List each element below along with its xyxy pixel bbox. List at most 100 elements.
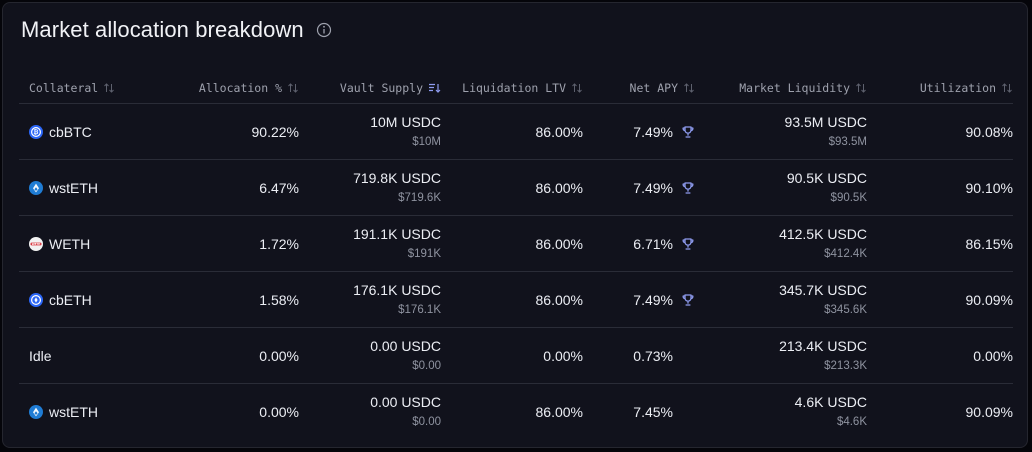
market-liquidity-usd: $90.5K xyxy=(830,191,867,204)
trophy-icon[interactable] xyxy=(681,181,695,195)
liquidation-ltv-value: 86.00% xyxy=(535,179,583,196)
column-header-market-liquidity[interactable]: Market Liquidity xyxy=(695,81,867,95)
net-apy-cell: 7.45% xyxy=(583,404,695,420)
vault-supply-usd: $10M xyxy=(412,135,441,148)
market-liquidity-cell: 345.7K USDC $345.6K xyxy=(695,282,867,318)
collateral-cell: ₿ cbBTC xyxy=(19,124,139,140)
market-liquidity-cell: 93.5M USDC $93.5M xyxy=(695,114,867,150)
market-liquidity-value: 345.7K USDC xyxy=(779,281,867,298)
vault-supply-value: 10M USDC xyxy=(370,113,441,130)
net-apy-value: 0.73% xyxy=(633,347,673,364)
collateral-cell: WETH WETH xyxy=(19,236,139,252)
market-liquidity-usd: $345.6K xyxy=(824,303,867,316)
vault-supply-usd: $191K xyxy=(407,247,441,260)
table-row[interactable]: cbETH 1.58% 176.1K USDC $176.1K 86.00% 7… xyxy=(19,272,1013,328)
net-apy-cell: 7.49% xyxy=(583,292,695,308)
allocation-value: 1.58% xyxy=(259,291,299,308)
cbeth-icon xyxy=(29,292,43,307)
sort-descending-icon[interactable] xyxy=(428,82,441,94)
wsteth-icon xyxy=(29,404,43,419)
table-row[interactable]: ₿ cbBTC 90.22% 10M USDC $10M 86.00% 7.49… xyxy=(19,104,1013,160)
allocation-value: 1.72% xyxy=(259,235,299,252)
collateral-cell: cbETH xyxy=(19,292,139,308)
sort-icon[interactable] xyxy=(855,82,867,94)
market-liquidity-cell: 213.4K USDC $213.3K xyxy=(695,338,867,374)
sort-icon[interactable] xyxy=(287,82,299,94)
svg-text:₿: ₿ xyxy=(34,129,39,136)
trophy-icon[interactable] xyxy=(681,293,695,307)
vault-supply-cell: 176.1K USDC $176.1K xyxy=(299,282,441,318)
sort-icon[interactable] xyxy=(1001,82,1013,94)
liquidation-ltv-value: 86.00% xyxy=(535,291,583,308)
collateral-name: wstETH xyxy=(49,403,98,420)
vault-supply-cell: 191.1K USDC $191K xyxy=(299,226,441,262)
market-liquidity-usd: $412.4K xyxy=(824,247,867,260)
net-apy-cell: 7.49% xyxy=(583,124,695,140)
column-header-vault-supply[interactable]: Vault Supply xyxy=(299,81,441,95)
table-row[interactable]: wstETH 6.47% 719.8K USDC $719.6K 86.00% … xyxy=(19,160,1013,216)
table-row[interactable]: wstETH 0.00% 0.00 USDC $0.00 86.00% 7.45… xyxy=(19,384,1013,439)
market-liquidity-value: 4.6K USDC xyxy=(794,393,867,410)
cbbtc-icon: ₿ xyxy=(29,124,43,139)
market-liquidity-value: 412.5K USDC xyxy=(779,225,867,242)
market-liquidity-usd: $93.5M xyxy=(828,135,867,148)
panel-header: Market allocation breakdown xyxy=(21,17,332,43)
collateral-name: wstETH xyxy=(49,179,98,196)
allocation-value: 0.00% xyxy=(259,403,299,420)
vault-supply-usd: $0.00 xyxy=(412,359,441,372)
vault-supply-value: 719.8K USDC xyxy=(353,169,441,186)
table-header: Collateral Allocation % Vault Supply Liq… xyxy=(19,73,1013,104)
market-liquidity-value: 93.5M USDC xyxy=(784,113,867,130)
market-liquidity-usd: $4.6K xyxy=(836,415,867,428)
column-header-net-apy[interactable]: Net APY xyxy=(583,81,695,95)
column-label: Market Liquidity xyxy=(739,81,850,95)
net-apy-value: 7.49% xyxy=(633,123,673,140)
column-header-allocation[interactable]: Allocation % xyxy=(139,81,299,95)
liquidation-ltv-value: 0.00% xyxy=(543,347,583,364)
vault-supply-cell: 0.00 USDC $0.00 xyxy=(299,394,441,430)
market-liquidity-cell: 412.5K USDC $412.4K xyxy=(695,226,867,262)
column-label: Liquidation LTV xyxy=(462,81,566,95)
utilization-value: 90.08% xyxy=(965,123,1013,140)
allocation-table: Collateral Allocation % Vault Supply Liq… xyxy=(19,73,1013,439)
net-apy-value: 7.49% xyxy=(633,179,673,196)
liquidation-ltv-value: 86.00% xyxy=(535,235,583,252)
vault-supply-value: 0.00 USDC xyxy=(370,337,441,354)
allocation-value: 90.22% xyxy=(251,123,299,140)
column-label: Collateral xyxy=(29,81,99,95)
trophy-icon[interactable] xyxy=(681,237,695,251)
vault-supply-value: 176.1K USDC xyxy=(353,281,441,298)
vault-supply-value: 191.1K USDC xyxy=(353,225,441,242)
market-liquidity-cell: 4.6K USDC $4.6K xyxy=(695,394,867,430)
column-header-utilization[interactable]: Utilization xyxy=(867,81,1013,95)
svg-text:WETH: WETH xyxy=(32,242,41,246)
collateral-name: cbETH xyxy=(49,291,92,308)
trophy-icon[interactable] xyxy=(681,125,695,139)
market-liquidity-usd: $213.3K xyxy=(824,359,867,372)
sort-icon[interactable] xyxy=(683,82,695,94)
column-label: Vault Supply xyxy=(339,81,423,95)
vault-supply-cell: 719.8K USDC $719.6K xyxy=(299,170,441,206)
allocation-value: 6.47% xyxy=(259,179,299,196)
net-apy-value: 7.49% xyxy=(633,291,673,308)
column-header-liquidation-ltv[interactable]: Liquidation LTV xyxy=(441,81,583,95)
utilization-value: 90.10% xyxy=(965,179,1013,196)
info-icon[interactable] xyxy=(316,22,332,38)
utilization-value: 0.00% xyxy=(973,347,1013,364)
collateral-name: Idle xyxy=(29,347,52,364)
allocation-value: 0.00% xyxy=(259,347,299,364)
column-header-collateral[interactable]: Collateral xyxy=(19,81,139,95)
vault-supply-usd: $0.00 xyxy=(412,415,441,428)
collateral-cell: wstETH xyxy=(19,404,139,420)
collateral-cell: wstETH xyxy=(19,180,139,196)
net-apy-value: 6.71% xyxy=(633,235,673,252)
wsteth-icon xyxy=(29,180,43,195)
net-apy-cell: 0.73% xyxy=(583,348,695,364)
table-row[interactable]: WETH WETH 1.72% 191.1K USDC $191K 86.00%… xyxy=(19,216,1013,272)
sort-icon[interactable] xyxy=(571,82,583,94)
column-label: Allocation % xyxy=(198,81,282,95)
utilization-value: 86.15% xyxy=(965,235,1013,252)
sort-icon[interactable] xyxy=(103,82,115,94)
table-row[interactable]: Idle 0.00% 0.00 USDC $0.00 0.00% 0.73% 2… xyxy=(19,328,1013,384)
